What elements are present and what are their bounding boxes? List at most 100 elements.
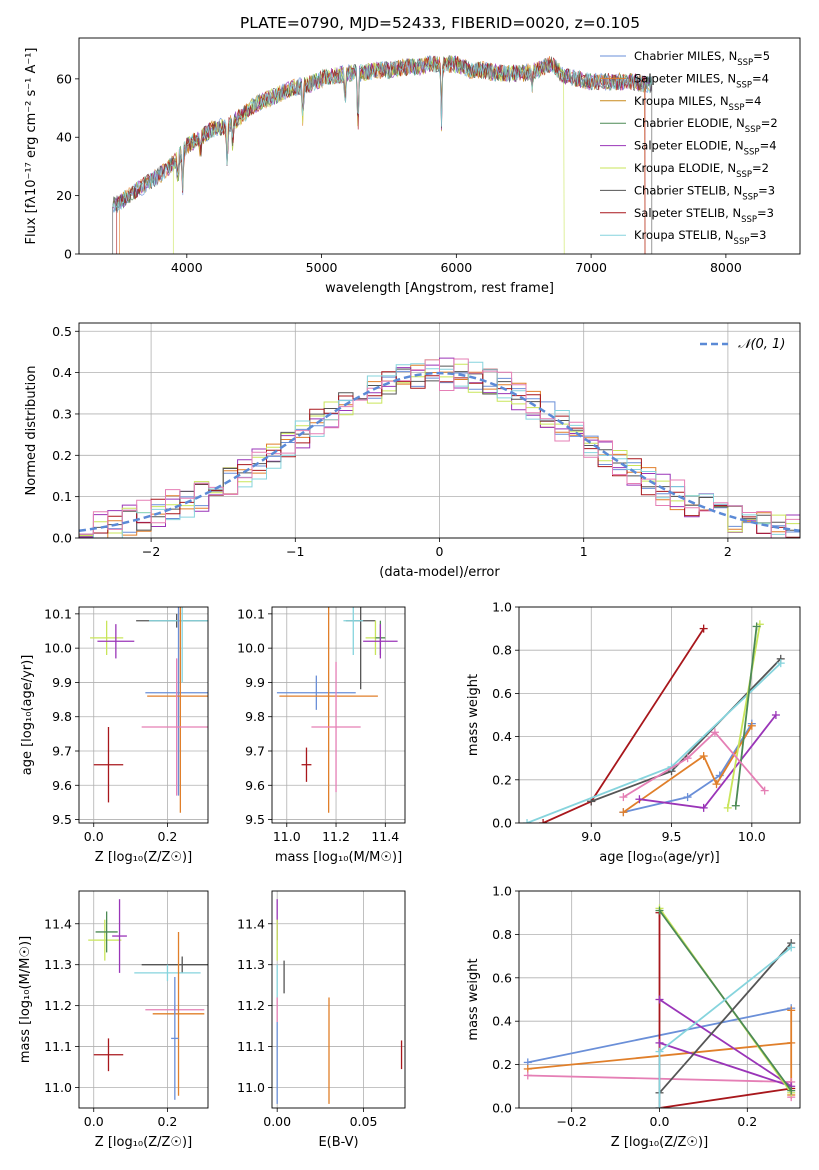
weight-line-chabrier-miles: [623, 723, 753, 814]
plot-area: [523, 620, 785, 823]
figure-title: PLATE=0790, MJD=52433, FIBERID=0020, z=0…: [240, 14, 640, 32]
marker: [752, 622, 761, 631]
y-axis-label: age [log₁₀(age/yr)]: [20, 655, 35, 776]
marker: [699, 803, 708, 812]
weight-line-salpeter-elodie: [639, 714, 777, 809]
axes-frame: [78, 37, 801, 255]
marker: [683, 793, 692, 802]
y-axis-label: Normed distribution: [24, 366, 39, 496]
y-tick-label: 11.4: [237, 916, 265, 931]
y-tick-label: 11.2: [44, 998, 72, 1013]
y-tick-label: 11.2: [237, 998, 265, 1013]
residuals-panel: −2 −1 0 1 2 0.0 0.1 0.2 0.3 0.4 0.5 (data-model)/er…: [24, 322, 801, 580]
y-tick-label: 9.5: [52, 812, 72, 827]
marker: [747, 721, 756, 730]
errorbar-kroupa-stelib: [343, 607, 364, 655]
y-tick-label: 0.4: [492, 729, 512, 744]
errorbar-salpeter-elodie: [363, 624, 398, 659]
y-tick-label: 0.2: [52, 448, 72, 463]
y-tick-label: 0.0: [492, 816, 512, 831]
x-tick-label: 10.0: [738, 829, 766, 844]
marker: [787, 1006, 796, 1015]
y-tick-label: 0.6: [492, 970, 512, 985]
age-vs-metallicity-panel: 0.0 0.2 9.5 9.6 9.7 9.8 9.9 10.0 10.1 Z [log₁₀(Z/…: [20, 606, 209, 865]
marker: [655, 1038, 664, 1047]
y-tick-label: 0.3: [52, 406, 72, 421]
grid: [272, 891, 405, 1108]
x-tick-label: 0.2: [158, 829, 178, 844]
y-axis-label: mass [log₁₀(M/M☉)]: [18, 936, 33, 1063]
axes-frame: [78, 322, 801, 539]
y-tick-label: 0.0: [52, 531, 72, 546]
spectrum-line-salpeter-stelib: [116, 55, 646, 254]
marker: [619, 793, 628, 802]
marker: [523, 819, 532, 823]
axes-frame: [271, 890, 406, 1109]
grid: [79, 607, 208, 823]
x-tick-label: 2: [724, 544, 732, 559]
marker: [655, 1104, 664, 1108]
axes-frame: [271, 606, 406, 824]
marker: [655, 906, 664, 915]
plot-area: [276, 607, 398, 813]
marker: [635, 795, 644, 804]
y-tick-label: 0.8: [492, 643, 512, 658]
age-vs-mass-panel: 11.0 11.2 11.4 9.5 9.6 9.7 9.8 9.9 10.0 10.1 mass …: [237, 606, 406, 865]
weight-line-kroupa-elodie: [726, 624, 761, 809]
y-tick-label: 9.7: [245, 744, 265, 759]
errorbar-chabrier-miles: [276, 675, 356, 710]
x-tick-label: 8000: [710, 260, 742, 275]
grid: [272, 607, 405, 823]
x-axis-label: wavelength [Angstrom, rest frame]: [325, 281, 554, 296]
y-tick-label: 9.8: [245, 709, 265, 724]
marker: [683, 754, 692, 763]
y-tick-label: 0.4: [52, 365, 72, 380]
marker: [787, 943, 796, 952]
y-axis-label: Flux [fλ10⁻¹⁷ erg cm⁻² s⁻¹ A⁻¹]: [24, 48, 39, 245]
legend-label: Chabrier MILES, NSSP=5: [634, 49, 770, 68]
x-tick-label: −2: [142, 544, 160, 559]
x-axis-label: E(B-V): [318, 1135, 358, 1150]
errorbar-salpeter-miles: [152, 931, 205, 1096]
legend-label: Kroupa STELIB, NSSP=3: [634, 228, 766, 247]
y-tick-label: 11.3: [237, 957, 265, 972]
legend-label: Salpeter ELODIE, NSSP=4: [634, 139, 777, 158]
x-axis-label: (data-model)/error: [379, 565, 500, 580]
y-tick-label: 9.8: [52, 709, 72, 724]
normal-reference-curve: [79, 371, 800, 533]
y-tick-label: 11.1: [237, 1039, 265, 1054]
marker: [771, 711, 780, 719]
y-tick-label: 0.2: [492, 772, 512, 787]
legend: 𝒩(0, 1): [700, 337, 785, 352]
x-axis-label: mass [log₁₀(M/M☉)]: [275, 850, 402, 865]
marker: [619, 808, 628, 817]
y-tick-label: 1.0: [492, 884, 512, 899]
errorbar-chabrier-elodie: [95, 911, 118, 953]
plot-area: [90, 607, 208, 813]
y-tick-label: 0.1: [52, 489, 72, 504]
y-tick-label: 0.0: [492, 1101, 512, 1116]
legend-label: Kroupa MILES, NSSP=4: [634, 94, 761, 113]
y-tick-label: 9.9: [245, 675, 265, 690]
y-tick-label: 11.1: [44, 1039, 72, 1054]
marker: [731, 801, 740, 810]
y-tick-label: 9.6: [245, 778, 265, 793]
x-tick-label: 11.2: [322, 829, 350, 844]
errorbar-kroupa-stelib: [149, 607, 208, 683]
weight-line-kroupa-stelib: [658, 946, 792, 1108]
plot-area: [79, 357, 800, 538]
y-tick-label: 0.5: [52, 324, 72, 339]
marker: [712, 780, 721, 789]
marker: [699, 752, 708, 761]
y-tick-label: 10.0: [237, 641, 265, 656]
plot-area: [523, 904, 796, 1108]
y-tick-label: 9.9: [52, 675, 72, 690]
y-tick-label: 10.0: [44, 641, 72, 656]
y-axis-label: mass weight: [466, 674, 481, 756]
y-tick-label: 11.0: [237, 1080, 265, 1095]
mass-vs-metallicity-panel: 0.0 0.2 11.0 11.1 11.2 11.3 11.4 Z [log₁₀(Z/Z☉)…: [18, 890, 209, 1150]
x-tick-label: 0.00: [263, 1114, 291, 1129]
marker: [776, 659, 785, 668]
errorbar-salpeter-elodie: [112, 899, 127, 973]
errorbar-chabrier-miles: [145, 607, 208, 796]
